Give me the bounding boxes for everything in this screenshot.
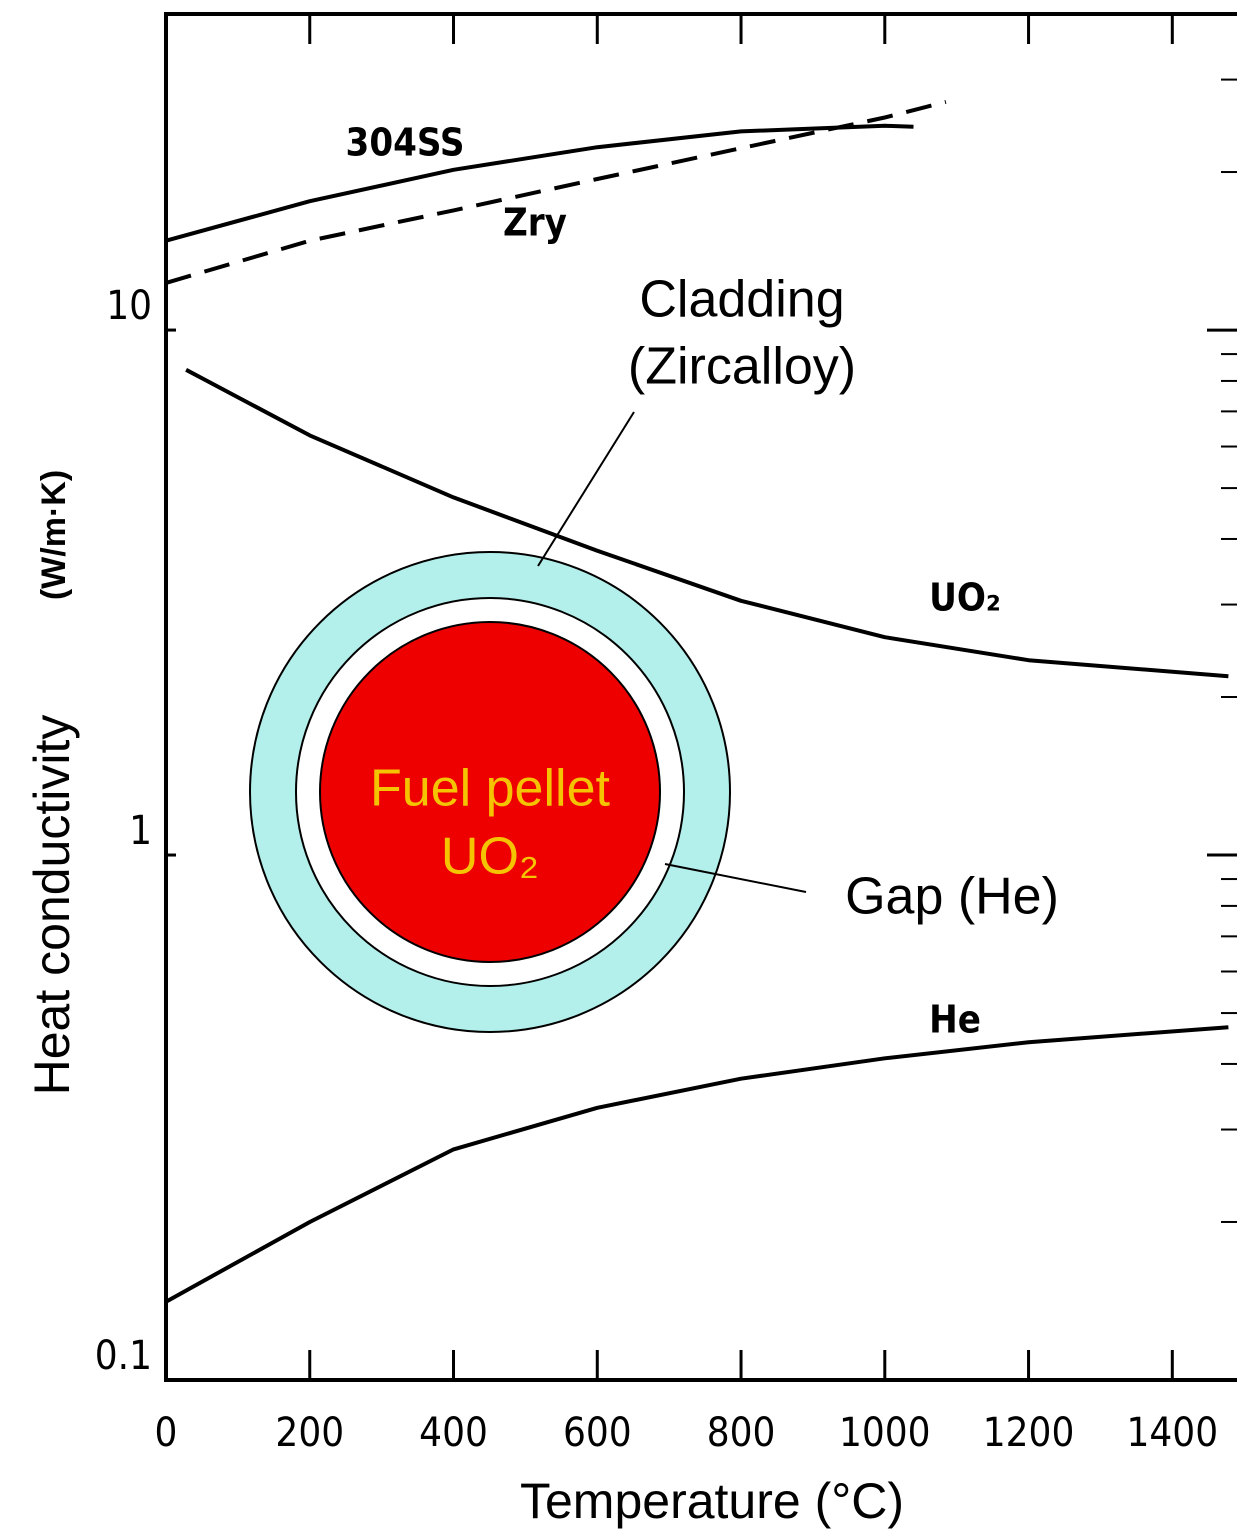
y-tick-label: 10	[106, 283, 152, 329]
x-tick-label: 0	[155, 1410, 178, 1456]
x-tick-label: 800	[707, 1410, 776, 1456]
leader-line	[538, 412, 634, 566]
x-tick-label: 1400	[1127, 1410, 1219, 1456]
y-axis-label: Heat conductivity	[24, 715, 80, 1096]
annotation: Cladding	[639, 271, 844, 329]
annotation: Gap (He)	[845, 868, 1059, 926]
series-label: 304SS	[346, 121, 465, 165]
series-label: He	[929, 998, 981, 1042]
chart: Cladding (Zircalloy) Gap (He) Fuel pelle…	[0, 0, 1237, 1539]
annotation: (Zircalloy)	[628, 338, 856, 396]
diagram	[250, 412, 806, 1032]
y-tick-label: 1	[129, 808, 152, 854]
annotation: Fuel pellet	[370, 760, 610, 818]
series-label: Zry	[503, 201, 567, 245]
x-axis-label: Temperature (°C)	[520, 1473, 904, 1529]
x-tick-label: 1000	[839, 1410, 931, 1456]
x-tick-label: 600	[563, 1410, 632, 1456]
y-axis-unit: (W/m·K)	[35, 470, 73, 600]
annotation: UO₂	[441, 828, 539, 886]
y-tick-label: 0.1	[95, 1333, 152, 1379]
x-tick-label: 400	[419, 1410, 488, 1456]
series-line	[166, 102, 946, 283]
series-line	[166, 1027, 1228, 1302]
series-label: UO₂	[929, 576, 1001, 620]
x-tick-label: 200	[275, 1410, 344, 1456]
x-tick-label: 1200	[983, 1410, 1075, 1456]
